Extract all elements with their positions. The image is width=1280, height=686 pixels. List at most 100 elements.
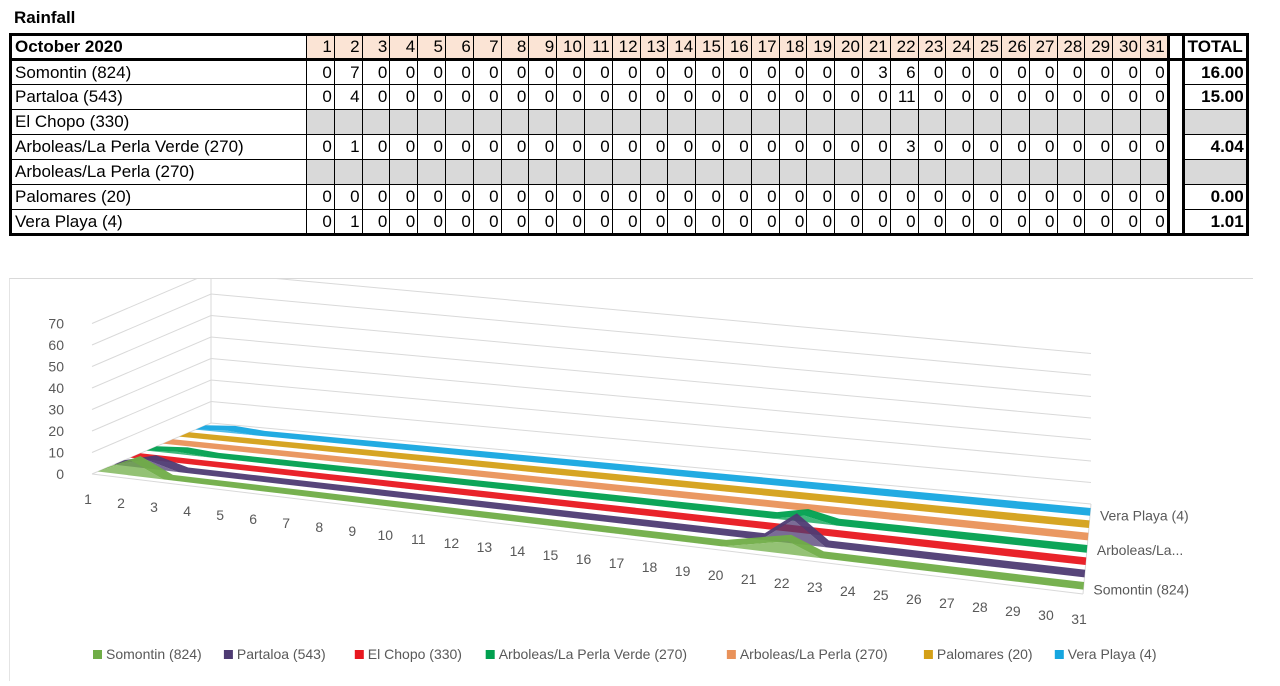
- rain-cell: [500, 109, 530, 135]
- x-tick-label: 22: [774, 575, 790, 591]
- rain-cell: 0: [917, 209, 947, 236]
- rain-cell: [472, 109, 502, 135]
- legend-swatch: [93, 650, 102, 659]
- day-header: 30: [1112, 33, 1141, 61]
- rain-cell: 0: [306, 209, 335, 236]
- rain-cell: [528, 109, 558, 135]
- rain-cell: [1139, 159, 1170, 185]
- y-tick-label: 30: [48, 402, 64, 418]
- day-header: 8: [500, 33, 530, 61]
- rain-cell: 0: [1084, 134, 1114, 160]
- rain-cell: 0: [945, 134, 975, 160]
- gridline: [91, 293, 1092, 376]
- rain-cell: 0: [472, 134, 502, 160]
- table-row: El Chopo (330): [9, 109, 1249, 135]
- rain-cell: 0: [472, 84, 502, 110]
- rain-cell: [945, 159, 975, 185]
- total-cell: 16.00: [1181, 59, 1249, 85]
- x-tick-label: 28: [972, 599, 988, 615]
- y-tick-label: 0: [56, 466, 64, 482]
- day-header: 3: [361, 33, 391, 61]
- day-header: 5: [417, 33, 446, 61]
- rain-cell: 3: [889, 134, 919, 160]
- x-tick-label: 29: [1005, 603, 1021, 619]
- rain-cell: 0: [834, 84, 863, 110]
- rain-cell: 0: [639, 59, 669, 85]
- rain-cell: 0: [1084, 84, 1114, 110]
- rain-cell: [695, 159, 724, 185]
- rain-cell: 0: [417, 184, 446, 210]
- rain-cell: 0: [417, 209, 446, 236]
- table-row: Vera Playa (4) 0 1 0 0 0 0 0 0 0 0 0 0 0 0 0 0 0 0 0 0 0 0 0 0 0 0…: [9, 209, 1249, 236]
- chart-container: 0 10 20 30 40 50 60 70 1 2 3 4 5 6 7 8 9 10 11 12 13 14 15 16 17…: [9, 271, 1253, 681]
- rain-cell: [806, 109, 836, 135]
- legend-label: Partaloa (543): [237, 646, 326, 662]
- rain-cell: 0: [695, 59, 724, 85]
- y-tick-label: 60: [48, 337, 64, 353]
- rain-cell: 0: [444, 59, 474, 85]
- table-gap: [1168, 59, 1184, 85]
- rain-cell: 0: [639, 134, 669, 160]
- rain-cell: 0: [973, 184, 1002, 210]
- x-tick-label: 17: [609, 555, 625, 571]
- rain-cell: 0: [556, 134, 585, 160]
- x-tick-label: 12: [444, 535, 460, 551]
- table-gap: [1168, 33, 1184, 61]
- series-area-top: [130, 453, 1087, 566]
- rain-cell: [639, 109, 669, 135]
- gridline: [91, 314, 1092, 397]
- rain-cell: [667, 159, 697, 185]
- rain-cell: 0: [556, 84, 585, 110]
- rain-cell: 0: [750, 209, 780, 236]
- legend-swatch: [354, 650, 364, 659]
- rain-cell: [556, 109, 585, 135]
- rain-cell: 0: [667, 59, 697, 85]
- rain-cell: 0: [361, 184, 391, 210]
- legend-swatch: [1054, 650, 1064, 659]
- x-tick-label: 10: [378, 527, 394, 543]
- table-row: Arboleas/La Perla (270): [9, 159, 1249, 185]
- x-tick-label: 3: [150, 499, 158, 515]
- day-header: 1: [306, 33, 335, 61]
- rain-cell: [1112, 159, 1141, 185]
- station-name: Partaloa (543): [9, 84, 307, 110]
- rain-cell: [1028, 109, 1058, 135]
- legend-label: Vera Playa (4): [1068, 646, 1157, 662]
- x-tick-label: 7: [282, 515, 290, 531]
- rain-cell: 6: [889, 59, 919, 85]
- rain-cell: 0: [1084, 209, 1114, 236]
- rain-cell: 0: [778, 184, 808, 210]
- rain-cell: [1084, 159, 1114, 185]
- rain-cell: [333, 159, 363, 185]
- rain-cell: 0: [528, 134, 558, 160]
- rain-cell: [528, 159, 558, 185]
- x-tick-label: 31: [1071, 611, 1087, 627]
- y-tick-label: 20: [48, 423, 64, 439]
- rain-cell: [611, 159, 641, 185]
- rain-cell: [389, 109, 419, 135]
- rain-cell: 0: [806, 134, 836, 160]
- rain-cell: [778, 109, 808, 135]
- rain-cell: 0: [306, 134, 335, 160]
- rain-cell: 0: [611, 184, 641, 210]
- rain-cell: 0: [722, 209, 752, 236]
- x-tick-label: 4: [183, 503, 191, 519]
- total-cell: [1181, 159, 1249, 185]
- gridline: [91, 271, 1092, 354]
- rain-cell: 0: [1000, 84, 1030, 110]
- legend-label: El Chopo (330): [368, 646, 462, 662]
- series-area-front: [179, 436, 1089, 529]
- table-row: Arboleas/La Perla Verde (270) 0 1 0 0 0 0 0 0 0 0 0…: [9, 134, 1249, 160]
- rain-cell: 0: [889, 184, 919, 210]
- station-name: Vera Playa (4): [9, 209, 307, 236]
- rain-cell: 0: [611, 84, 641, 110]
- rain-cell: 0: [1000, 134, 1030, 160]
- rain-cell: 0: [306, 84, 335, 110]
- rain-cell: [695, 109, 724, 135]
- rain-cell: 0: [417, 84, 446, 110]
- legend-label: Somontin (824): [106, 646, 202, 662]
- rain-cell: 0: [917, 59, 947, 85]
- day-header: 22: [889, 33, 919, 61]
- legend-label: Arboleas/La Perla (270): [740, 646, 888, 662]
- x-tick-label: 14: [510, 543, 526, 559]
